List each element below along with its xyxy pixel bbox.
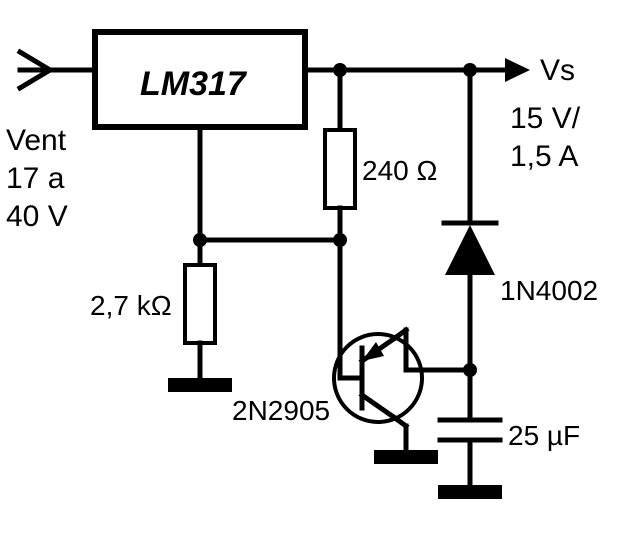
r2-body bbox=[185, 265, 215, 343]
gnd-cap bbox=[438, 485, 502, 499]
vent-range1: 17 a bbox=[6, 162, 65, 195]
r2-label: 2,7 kΩ bbox=[90, 290, 172, 321]
vent-label: Vent bbox=[6, 124, 67, 157]
cap-label: 25 µF bbox=[508, 420, 580, 451]
transistor-2n2905 bbox=[334, 334, 422, 422]
r1-body bbox=[325, 130, 355, 208]
capacitor-25u bbox=[440, 420, 500, 440]
transistor-label: 2N2905 bbox=[232, 395, 330, 426]
node-r1-top bbox=[333, 63, 347, 77]
vs-amps: 1,5 A bbox=[510, 140, 578, 173]
diode-label: 1N4002 bbox=[500, 275, 598, 306]
vs-label: Vs bbox=[540, 54, 575, 87]
gnd-transistor bbox=[374, 450, 438, 464]
gnd-r2 bbox=[168, 378, 232, 392]
diode-1n4002 bbox=[444, 223, 496, 275]
output-arrow bbox=[505, 58, 530, 82]
lm317-label: LM317 bbox=[140, 65, 248, 103]
vent-range2: 40 V bbox=[6, 200, 68, 233]
r1-label: 240 Ω bbox=[362, 155, 437, 186]
vs-volts: 15 V/ bbox=[510, 102, 581, 135]
